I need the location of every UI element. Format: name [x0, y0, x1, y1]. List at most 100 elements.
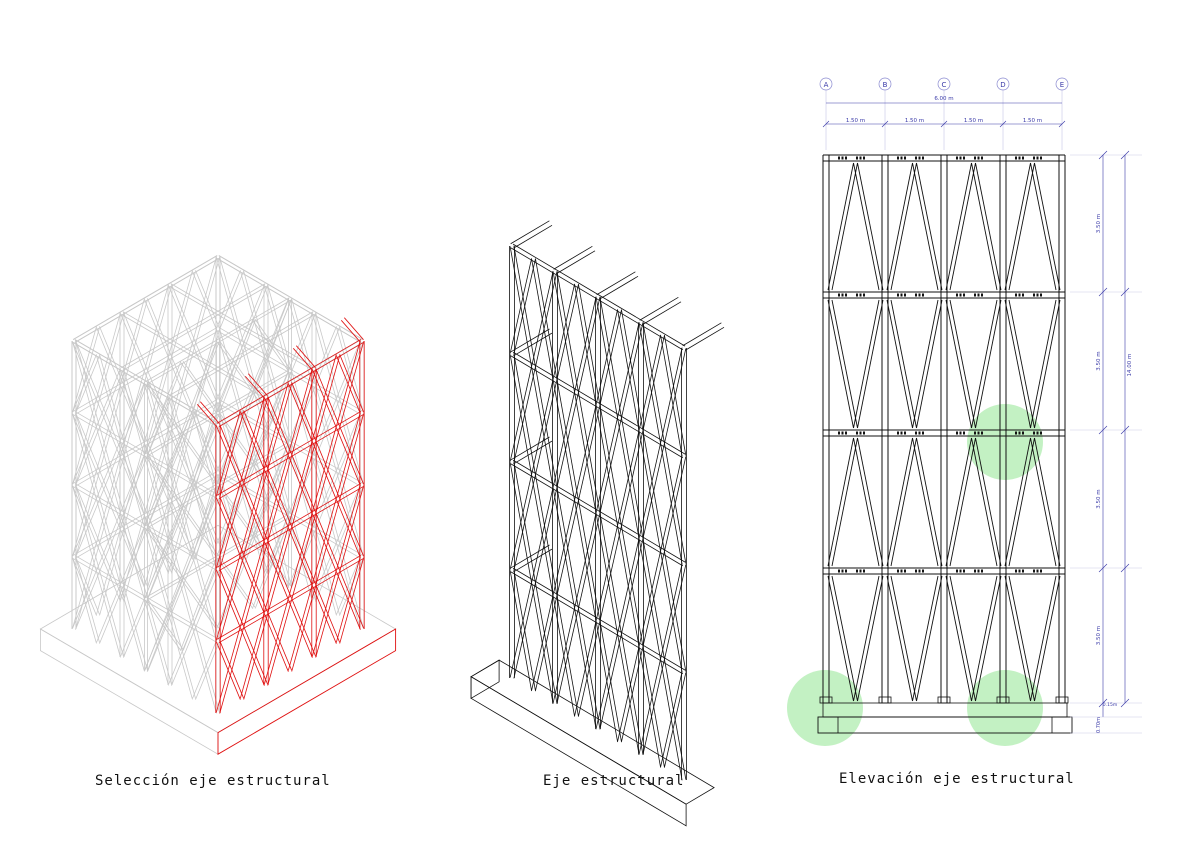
member-edge [574, 512, 597, 608]
bolt-mark [1033, 431, 1035, 435]
bolt-mark [1015, 569, 1017, 573]
bolt-mark [845, 293, 847, 297]
member-edge [254, 463, 292, 515]
member-edge [144, 361, 182, 455]
dimension-tick [1058, 120, 1066, 128]
member-edge [513, 569, 536, 691]
member-edge [216, 463, 254, 557]
dimension-text: 3.50 m [1096, 214, 1102, 233]
member-edge [171, 396, 196, 483]
member-edge [336, 412, 361, 471]
brace-edge [827, 575, 854, 702]
dimension-tick [1098, 425, 1108, 435]
bolt-mark [956, 431, 958, 435]
member-edge [339, 557, 365, 644]
member-edge [120, 313, 145, 372]
member-edge [195, 257, 220, 344]
isometric-full-structure [39, 255, 397, 755]
member-edge [267, 612, 292, 671]
brace-edge [949, 575, 976, 702]
member-edge [642, 301, 682, 326]
bolt-mark [915, 156, 917, 160]
member-edge [595, 405, 619, 527]
member-edge [170, 314, 316, 399]
bolt-mark [959, 431, 962, 435]
brace-edge [1034, 575, 1061, 702]
member-edge [146, 454, 184, 506]
member-edge [267, 356, 292, 443]
bolt-mark [845, 431, 847, 435]
brace-edge [1004, 162, 1031, 291]
bolt-mark [897, 156, 899, 160]
member-edge [509, 246, 533, 368]
member-edge [218, 556, 256, 608]
member-edge [288, 312, 313, 371]
brace-edge [945, 162, 972, 291]
member-edge [264, 397, 289, 456]
member-edge [99, 585, 124, 644]
member-edge [556, 487, 579, 608]
member-edge [556, 250, 596, 275]
brace-edge [1030, 162, 1057, 291]
bolt-mark [841, 293, 844, 297]
member-edge [599, 620, 622, 742]
member-edge [180, 484, 218, 578]
bolt-mark [838, 156, 840, 160]
member-edge [96, 512, 121, 571]
bolt-mark [856, 293, 858, 297]
member-edge [239, 612, 265, 699]
member-edge [180, 556, 218, 650]
brace-edge [912, 299, 939, 429]
member-edge [660, 563, 683, 659]
member-edge [599, 404, 622, 526]
member-edge [531, 270, 554, 367]
dimension-text: 3.50 m [1096, 489, 1102, 508]
member-edge [339, 485, 365, 572]
bolt-mark [959, 156, 962, 160]
member-edge [75, 340, 100, 399]
brace-edge [945, 299, 972, 429]
member-edge [147, 285, 172, 372]
elevation-dimensions: A B C D E 6.00 m 1.50 m 1.50 m 1.50 m 1.50 m 3.50 … [819, 77, 1142, 734]
bolt-mark [1022, 431, 1024, 435]
member-edge [663, 348, 687, 444]
bolt-mark [918, 156, 921, 160]
brace-edge [886, 299, 913, 429]
member-edge [219, 256, 244, 343]
bolt-mark [981, 293, 983, 297]
bolt-mark [956, 156, 958, 160]
dimension-tick [999, 120, 1007, 128]
dimension-tick [822, 120, 830, 128]
brace-edge [1034, 299, 1061, 429]
brace-edge [1008, 299, 1035, 429]
bolt-mark [1018, 569, 1021, 573]
member-edge [595, 621, 619, 743]
member-edge [638, 322, 662, 444]
brace-edge [1004, 299, 1031, 429]
member-edge [252, 536, 290, 588]
brace-edge [853, 437, 880, 567]
bolt-mark [956, 569, 958, 573]
member-edge [99, 385, 124, 472]
bolt-mark [859, 431, 862, 435]
member-edge [146, 506, 184, 600]
member-edge [120, 369, 145, 456]
brace-edge [890, 575, 917, 702]
bolt-mark [1036, 569, 1039, 573]
bolt-mark [1036, 293, 1039, 297]
axis-label: E [1060, 81, 1064, 89]
bolt-mark [863, 156, 865, 160]
bolt-mark [922, 431, 924, 435]
brace-edge [949, 437, 976, 567]
member-edge [254, 299, 292, 393]
member-edge [642, 322, 665, 443]
dimension-tick [1120, 698, 1130, 708]
member-edge [120, 457, 145, 516]
bolt-mark [915, 569, 917, 573]
member-edge [99, 369, 124, 428]
brace-edge [853, 162, 880, 291]
bolt-mark [922, 156, 924, 160]
bolt-mark [981, 569, 983, 573]
bolt-mark [900, 293, 903, 297]
member-edge [660, 671, 683, 767]
